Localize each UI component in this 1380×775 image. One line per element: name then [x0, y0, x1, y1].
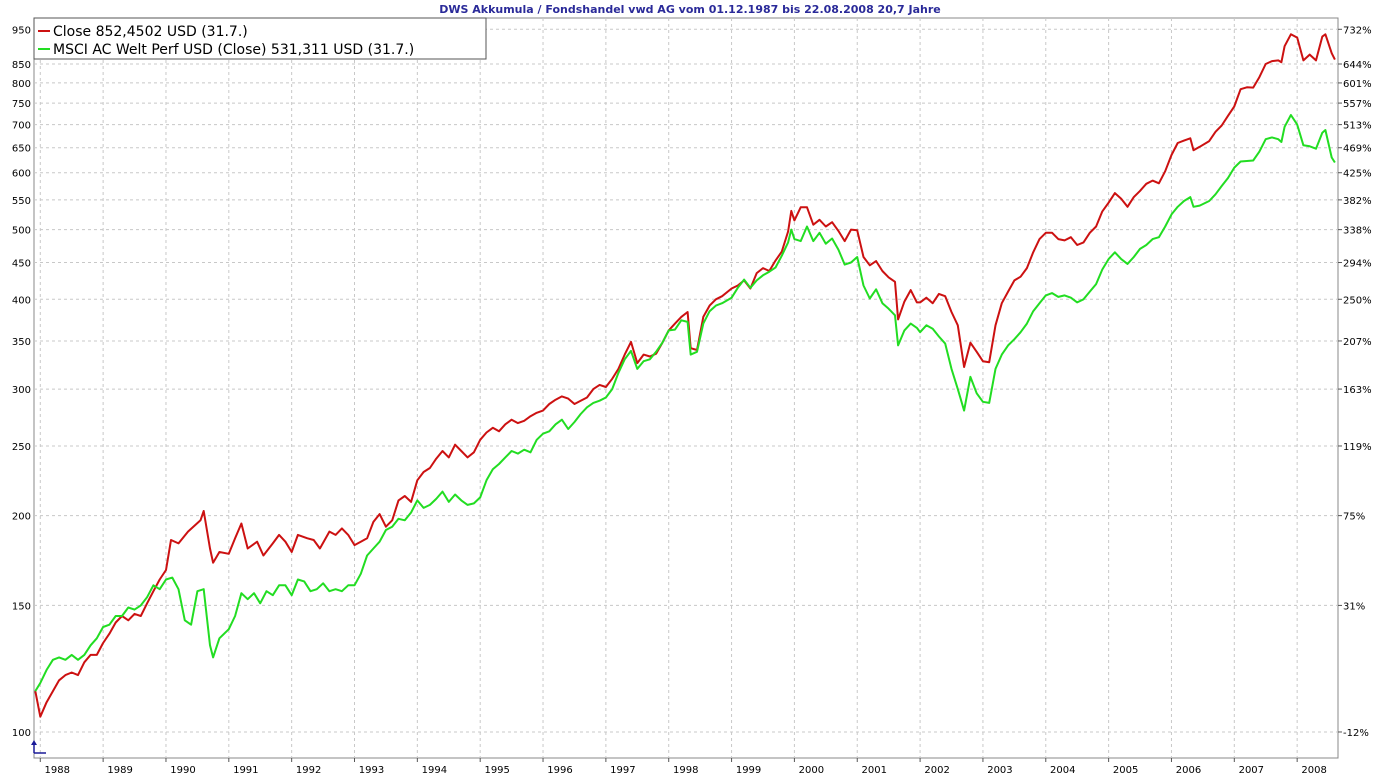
y-tick-label-right: 644% — [1343, 60, 1372, 71]
y-tick-label-right: 732% — [1343, 25, 1372, 36]
y-tick-label-right: 31% — [1343, 601, 1365, 612]
y-axis-right: -12% 31% 75% 119% 163% 207% 250% 294% 338% 382% 42… — [1338, 25, 1372, 739]
y-tick-label-right: 557% — [1343, 99, 1372, 110]
x-tick-label: 1988 — [45, 765, 70, 775]
legend: Close 852,4502 USD (31.7.) MSCI AC Welt … — [33, 17, 487, 60]
x-tick-label: 1993 — [359, 765, 384, 775]
y-tick-label-left: 600 — [12, 169, 31, 180]
x-tick-label: 2000 — [799, 765, 824, 775]
y-tick-label-right: 163% — [1343, 385, 1372, 396]
x-tick-label: 2003 — [987, 765, 1012, 775]
y-tick-label-right: -12% — [1343, 728, 1369, 739]
y-tick-label-left: 500 — [12, 226, 31, 237]
plot-area — [33, 17, 1339, 759]
y-tick-label-right: 207% — [1343, 337, 1372, 348]
y-tick-label-left: 950 — [12, 25, 31, 36]
y-tick-label-right: 338% — [1343, 226, 1372, 237]
y-axis-left: 100 150 200 250 300 350 400 450 500 550 600 650 700 7… — [12, 25, 31, 739]
y-tick-label-right: 75% — [1343, 512, 1365, 523]
x-tick-label: 1999 — [736, 765, 761, 775]
y-tick-label-right: 250% — [1343, 295, 1372, 306]
series-line-close — [34, 33, 1336, 718]
y-tick-label-left: 550 — [12, 196, 31, 207]
y-tick-label-right: 469% — [1343, 144, 1372, 155]
x-tick-label: 2004 — [1050, 765, 1075, 775]
x-axis: 1988 1989 1990 1991 1992 1993 1994 1995 1996 1997… — [39, 758, 1327, 775]
y-tick-label-left: 100 — [12, 728, 31, 739]
y-tick-label-left: 400 — [12, 295, 31, 306]
x-tick-label: 1996 — [547, 765, 572, 775]
x-tick-label: 1997 — [610, 765, 635, 775]
series-lines — [34, 33, 1336, 718]
y-tick-label-left: 300 — [12, 385, 31, 396]
axis-corner-icon[interactable] — [31, 740, 46, 754]
x-tick-label: 1995 — [484, 765, 509, 775]
x-tick-label: 1994 — [422, 765, 447, 775]
x-tick-label: 1998 — [673, 765, 698, 775]
x-tick-label: 1990 — [170, 765, 195, 775]
x-tick-label: 1992 — [296, 765, 321, 775]
y-tick-label-left: 200 — [12, 512, 31, 523]
y-tick-label-left: 650 — [12, 144, 31, 155]
x-tick-label: 1989 — [107, 765, 132, 775]
y-tick-label-right: 382% — [1343, 196, 1372, 207]
y-tick-label-right: 425% — [1343, 169, 1372, 180]
x-tick-label: 2006 — [1176, 765, 1201, 775]
y-tick-label-left: 350 — [12, 337, 31, 348]
y-tick-label-right: 119% — [1343, 442, 1372, 453]
x-tick-label: 2001 — [862, 765, 887, 775]
y-tick-label-right: 513% — [1343, 121, 1372, 132]
series-line-msci — [34, 114, 1336, 692]
y-tick-label-left: 150 — [12, 601, 31, 612]
x-tick-label: 1991 — [233, 765, 258, 775]
legend-box — [33, 17, 487, 60]
y-tick-label-left: 800 — [12, 79, 31, 90]
x-tick-label: 2005 — [1113, 765, 1138, 775]
x-tick-label: 2007 — [1239, 765, 1264, 775]
x-tick-label: 2008 — [1301, 765, 1326, 775]
x-tick-label: 2002 — [924, 765, 949, 775]
y-tick-label-left: 250 — [12, 442, 31, 453]
chart-title: DWS Akkumula / Fondshandel vwd AG vom 01… — [439, 3, 941, 16]
legend-entry-close: Close 852,4502 USD (31.7.) — [53, 24, 248, 40]
grid — [34, 18, 1338, 758]
y-tick-label-left: 750 — [12, 99, 31, 110]
y-tick-label-right: 294% — [1343, 259, 1372, 270]
y-tick-label-left: 700 — [12, 121, 31, 132]
y-tick-label-left: 450 — [12, 259, 31, 270]
legend-entry-msci: MSCI AC Welt Perf USD (Close) 531,311 US… — [53, 42, 414, 58]
y-tick-label-right: 601% — [1343, 79, 1372, 90]
y-tick-label-left: 850 — [12, 60, 31, 71]
